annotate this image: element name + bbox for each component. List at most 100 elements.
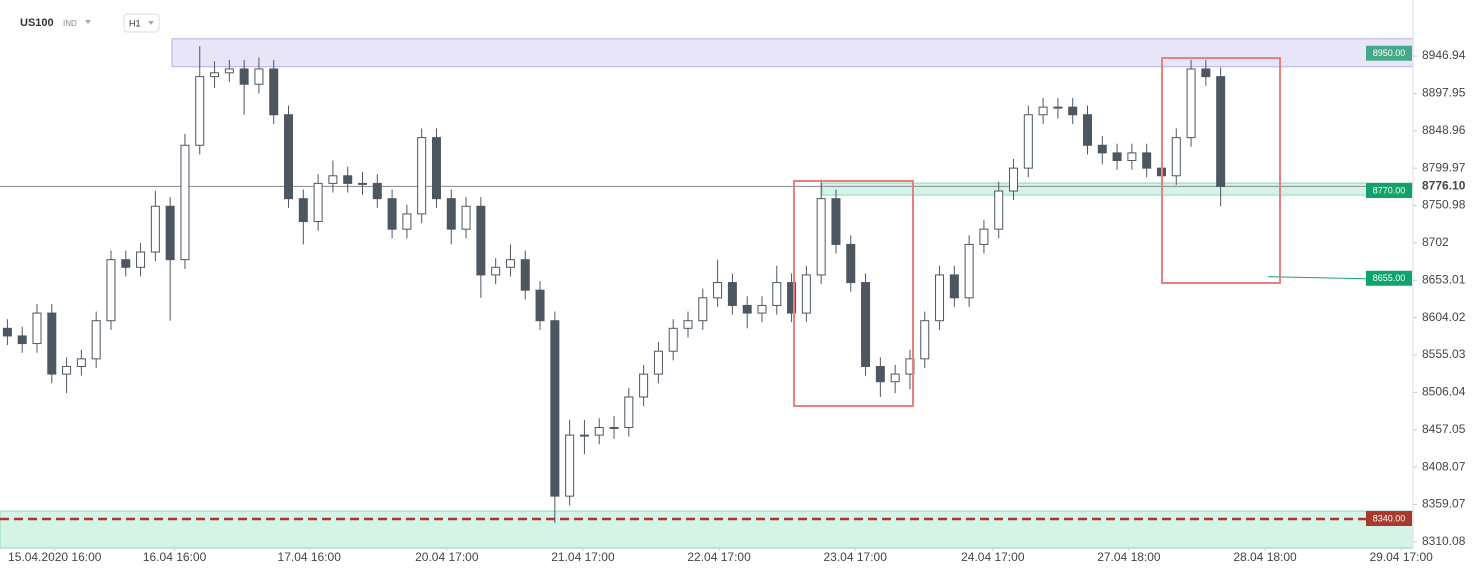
candle-body — [461, 205, 471, 230]
candle-body — [1023, 114, 1033, 169]
x-tick-label: 29.04 17:00 — [1369, 550, 1433, 564]
resistance-zone — [171, 38, 1414, 68]
candle-body — [1112, 152, 1122, 162]
candle-body — [1142, 152, 1152, 169]
candle-body — [1009, 167, 1019, 192]
candle-body — [846, 243, 856, 284]
candle-body — [742, 304, 752, 314]
y-tick-label: 8653.01 — [1422, 272, 1466, 286]
candle-body — [91, 320, 101, 360]
candle-body — [476, 205, 486, 276]
candle-body — [372, 182, 382, 200]
target-line — [1267, 276, 1367, 280]
y-tick-label: 8702 — [1422, 235, 1449, 249]
candle-body — [417, 137, 427, 215]
x-tick-label: 24.04 17:00 — [961, 550, 1025, 564]
candle-body — [47, 312, 57, 375]
y-tick-label: 8555.03 — [1422, 347, 1466, 361]
candle-body — [816, 198, 826, 276]
candle-body — [1038, 106, 1048, 116]
current-price-label: 8776.10 — [1422, 179, 1466, 193]
x-tick-label: 28.04 18:00 — [1233, 550, 1297, 564]
support-zone — [821, 182, 1414, 196]
candle-body — [653, 350, 663, 375]
y-tick-label: 8310.08 — [1422, 534, 1466, 548]
candle-body — [328, 175, 338, 184]
candle-body — [890, 373, 900, 383]
y-tick-label: 8799.97 — [1422, 160, 1466, 174]
candle-body — [254, 68, 264, 85]
market[interactable]: IND — [63, 19, 77, 28]
dropdown-arrow[interactable] — [148, 21, 154, 25]
candle-body — [32, 312, 42, 345]
x-tick-label: 15.04.2020 16:00 — [8, 550, 102, 564]
y-tick-label: 8848.96 — [1422, 123, 1466, 137]
highlight-box — [1161, 57, 1281, 284]
level-label-bg — [1366, 511, 1412, 527]
timeframe[interactable]: H1 — [129, 18, 141, 28]
candle-body — [935, 274, 945, 322]
x-tick-label: 20.04 17:00 — [415, 550, 479, 564]
candle-body — [1097, 144, 1107, 154]
level-label-bg — [1366, 45, 1412, 61]
candle-body — [76, 358, 86, 367]
candle-body — [180, 144, 190, 261]
candle-body — [624, 396, 634, 428]
y-tick-label: 8604.02 — [1422, 310, 1466, 324]
x-tick-label: 22.04 17:00 — [687, 550, 751, 564]
candle-body — [801, 274, 811, 314]
candle-body — [1171, 137, 1181, 177]
candle-body — [239, 68, 249, 85]
candle-body — [757, 304, 767, 314]
highlight-box — [793, 180, 914, 407]
level-label: 8770.00 — [1373, 185, 1406, 195]
candle-body — [550, 320, 560, 497]
candle-body — [861, 282, 871, 367]
candle-body — [520, 259, 530, 291]
candle-body — [979, 228, 989, 245]
candle-body — [609, 426, 619, 429]
y-tick-label: 8457.05 — [1422, 422, 1466, 436]
candle-body — [284, 114, 294, 200]
x-tick-label: 27.04 18:00 — [1097, 550, 1161, 564]
candle-body — [150, 205, 160, 253]
symbol[interactable]: US100 — [20, 17, 54, 29]
y-tick-label: 8506.04 — [1422, 385, 1466, 399]
candle-body — [875, 365, 885, 383]
candle-body — [210, 72, 220, 78]
level-label-bg — [1366, 183, 1412, 199]
candle-body — [313, 182, 323, 223]
candle-body — [668, 327, 678, 352]
candle-body — [994, 190, 1004, 230]
dropdown-arrow[interactable] — [85, 20, 91, 24]
candle-body — [565, 434, 575, 497]
candle-body — [387, 198, 397, 230]
level-label-bg — [1366, 270, 1412, 286]
candle-body — [1082, 114, 1092, 146]
candle-body — [1186, 68, 1196, 139]
candle-body — [136, 251, 146, 268]
timeframe-button[interactable] — [123, 13, 160, 33]
candle-body — [224, 68, 234, 74]
candle-body — [195, 76, 205, 146]
candle-body — [831, 198, 841, 245]
current-price-bg — [1416, 178, 1472, 195]
candle-body — [121, 259, 131, 268]
candle-body — [446, 198, 456, 230]
x-tick-label: 21.04 17:00 — [551, 550, 615, 564]
y-tick-label: 8408.07 — [1422, 459, 1466, 473]
y-tick-label: 8897.95 — [1422, 86, 1466, 100]
candle-body — [298, 198, 308, 223]
candle-body — [106, 259, 116, 322]
candle-body — [17, 335, 27, 345]
candle-body — [698, 297, 708, 322]
candle-body — [1127, 152, 1137, 162]
candle-body — [579, 434, 589, 437]
candle-body — [1068, 106, 1078, 116]
candle-body — [431, 137, 441, 200]
candle-body — [949, 274, 959, 299]
x-tick-label: 17.04 16:00 — [278, 550, 342, 564]
candle-body — [402, 213, 412, 230]
